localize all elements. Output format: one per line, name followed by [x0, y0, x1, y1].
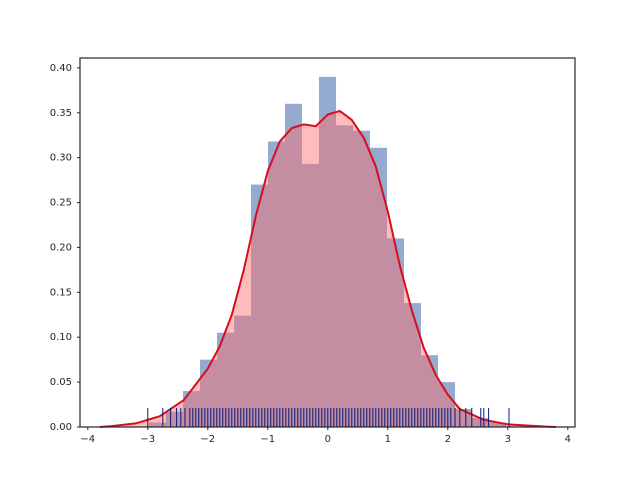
bar [318, 76, 337, 428]
y-tick-label: 0.35 [50, 108, 72, 119]
bar [336, 125, 353, 428]
x-tick-label: 0 [325, 434, 331, 445]
bar [404, 303, 421, 427]
x-tick-label: 4 [565, 434, 571, 445]
y-tick-label: 0.05 [50, 377, 72, 388]
y-tick-label: 0.10 [50, 332, 72, 343]
bar [369, 147, 388, 428]
bar [420, 355, 439, 427]
kde-line [99, 109, 556, 428]
y-tick-label: 0.40 [50, 63, 72, 74]
y-tick-label: 0.25 [50, 198, 72, 209]
x-tick-label: 3 [505, 434, 511, 445]
bar [353, 130, 370, 427]
bar [149, 422, 166, 427]
x-tick-label: 1 [385, 434, 391, 445]
bar [285, 103, 302, 427]
bar [387, 238, 404, 427]
bar [302, 163, 319, 428]
y-tick-label: 0.00 [50, 422, 72, 433]
x-tick-label: −3 [140, 434, 155, 445]
bar [489, 422, 506, 427]
bar [200, 359, 217, 427]
bar [216, 332, 235, 427]
kde-fill [99, 110, 556, 428]
y-tick-label: 0.20 [50, 242, 72, 253]
x-tick-label: −4 [80, 434, 95, 445]
bar [267, 141, 286, 428]
y-tick-label: 0.15 [50, 287, 72, 298]
y-tick-label: 0.30 [50, 153, 72, 164]
x-tick-label: 2 [445, 434, 451, 445]
x-tick-label: −2 [200, 434, 215, 445]
bar [251, 184, 268, 427]
x-tick-label: −1 [260, 434, 275, 445]
bar [234, 315, 251, 427]
